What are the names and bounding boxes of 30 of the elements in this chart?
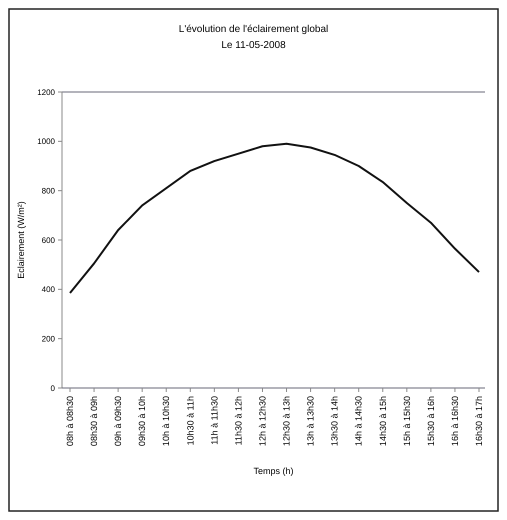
x-tick-label: 13h30 à 14h — [330, 396, 340, 446]
x-tick-label: 14h à 14h30 — [354, 396, 364, 446]
x-tick-label: 11h30 à 12h — [233, 396, 244, 446]
x-tick-label: 12h30 à 13h — [282, 396, 292, 446]
x-axis-title: Temps (h) — [253, 466, 294, 476]
x-tick-label: 14h30 à 15h — [378, 396, 388, 446]
x-tick-label: 08h30 à 09h — [89, 396, 100, 446]
x-tick-label: 08h à 08h30 — [65, 396, 75, 446]
x-tick-label: 11h à 11h30 — [209, 396, 220, 445]
x-tick-label: 09h30 à 10h — [137, 396, 148, 446]
x-tick-label: 10h30 à 11h — [185, 396, 196, 446]
y-tick-label: 1200 — [37, 88, 56, 97]
y-tick-label: 0 — [50, 384, 56, 393]
line-series — [69, 142, 480, 294]
y-tick-label: 200 — [42, 334, 56, 344]
x-tick-label: 16h30 à 17h — [474, 396, 484, 446]
x-tick-label: 10h à 10h30 — [161, 396, 172, 446]
chart-title: L'évolution de l'éclairement global — [178, 24, 328, 35]
y-axis-title: Eclairement (W/m²) — [16, 201, 26, 279]
y-tick-label: 800 — [42, 186, 56, 196]
x-tick-label: 15h30 à 16h — [426, 396, 436, 446]
x-tick-label: 09h à 09h30 — [113, 396, 124, 446]
y-tick-label: 1000 — [37, 137, 56, 146]
chart-subtitle: Le 11-05-2008 — [221, 40, 286, 51]
y-tick-label: 400 — [42, 285, 56, 294]
x-tick-label: 15h à 15h30 — [402, 396, 412, 446]
x-tick-label: 16h à 16h30 — [450, 396, 460, 446]
x-tick-label: 13h à 13h30 — [306, 396, 316, 446]
y-tick-label: 600 — [42, 236, 56, 245]
x-tick-label: 12h à 12h30 — [257, 396, 268, 446]
